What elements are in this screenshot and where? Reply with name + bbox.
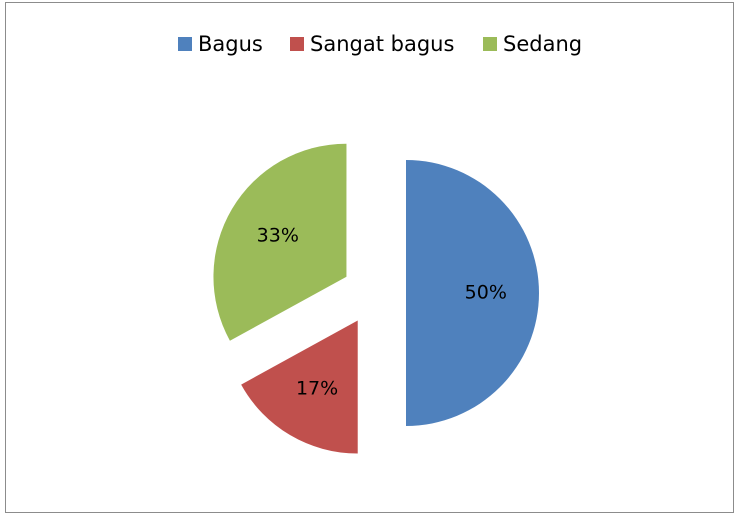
legend-swatch — [290, 37, 304, 51]
data-label: 33% — [257, 225, 299, 247]
pie-slice — [213, 143, 347, 341]
legend-swatch — [178, 37, 192, 51]
pie-slice — [241, 320, 358, 454]
legend: Bagus Sangat bagus Sedang — [178, 32, 582, 56]
legend-label: Bagus — [198, 32, 263, 56]
legend-swatch — [483, 37, 497, 51]
pie: 50% 17% 33% — [213, 143, 539, 454]
legend-label: Sangat bagus — [310, 32, 454, 56]
legend-label: Sedang — [503, 32, 582, 56]
pie-slice — [406, 160, 539, 426]
data-label: 50% — [465, 282, 507, 304]
chart-frame — [5, 2, 734, 513]
data-label: 17% — [296, 378, 338, 400]
